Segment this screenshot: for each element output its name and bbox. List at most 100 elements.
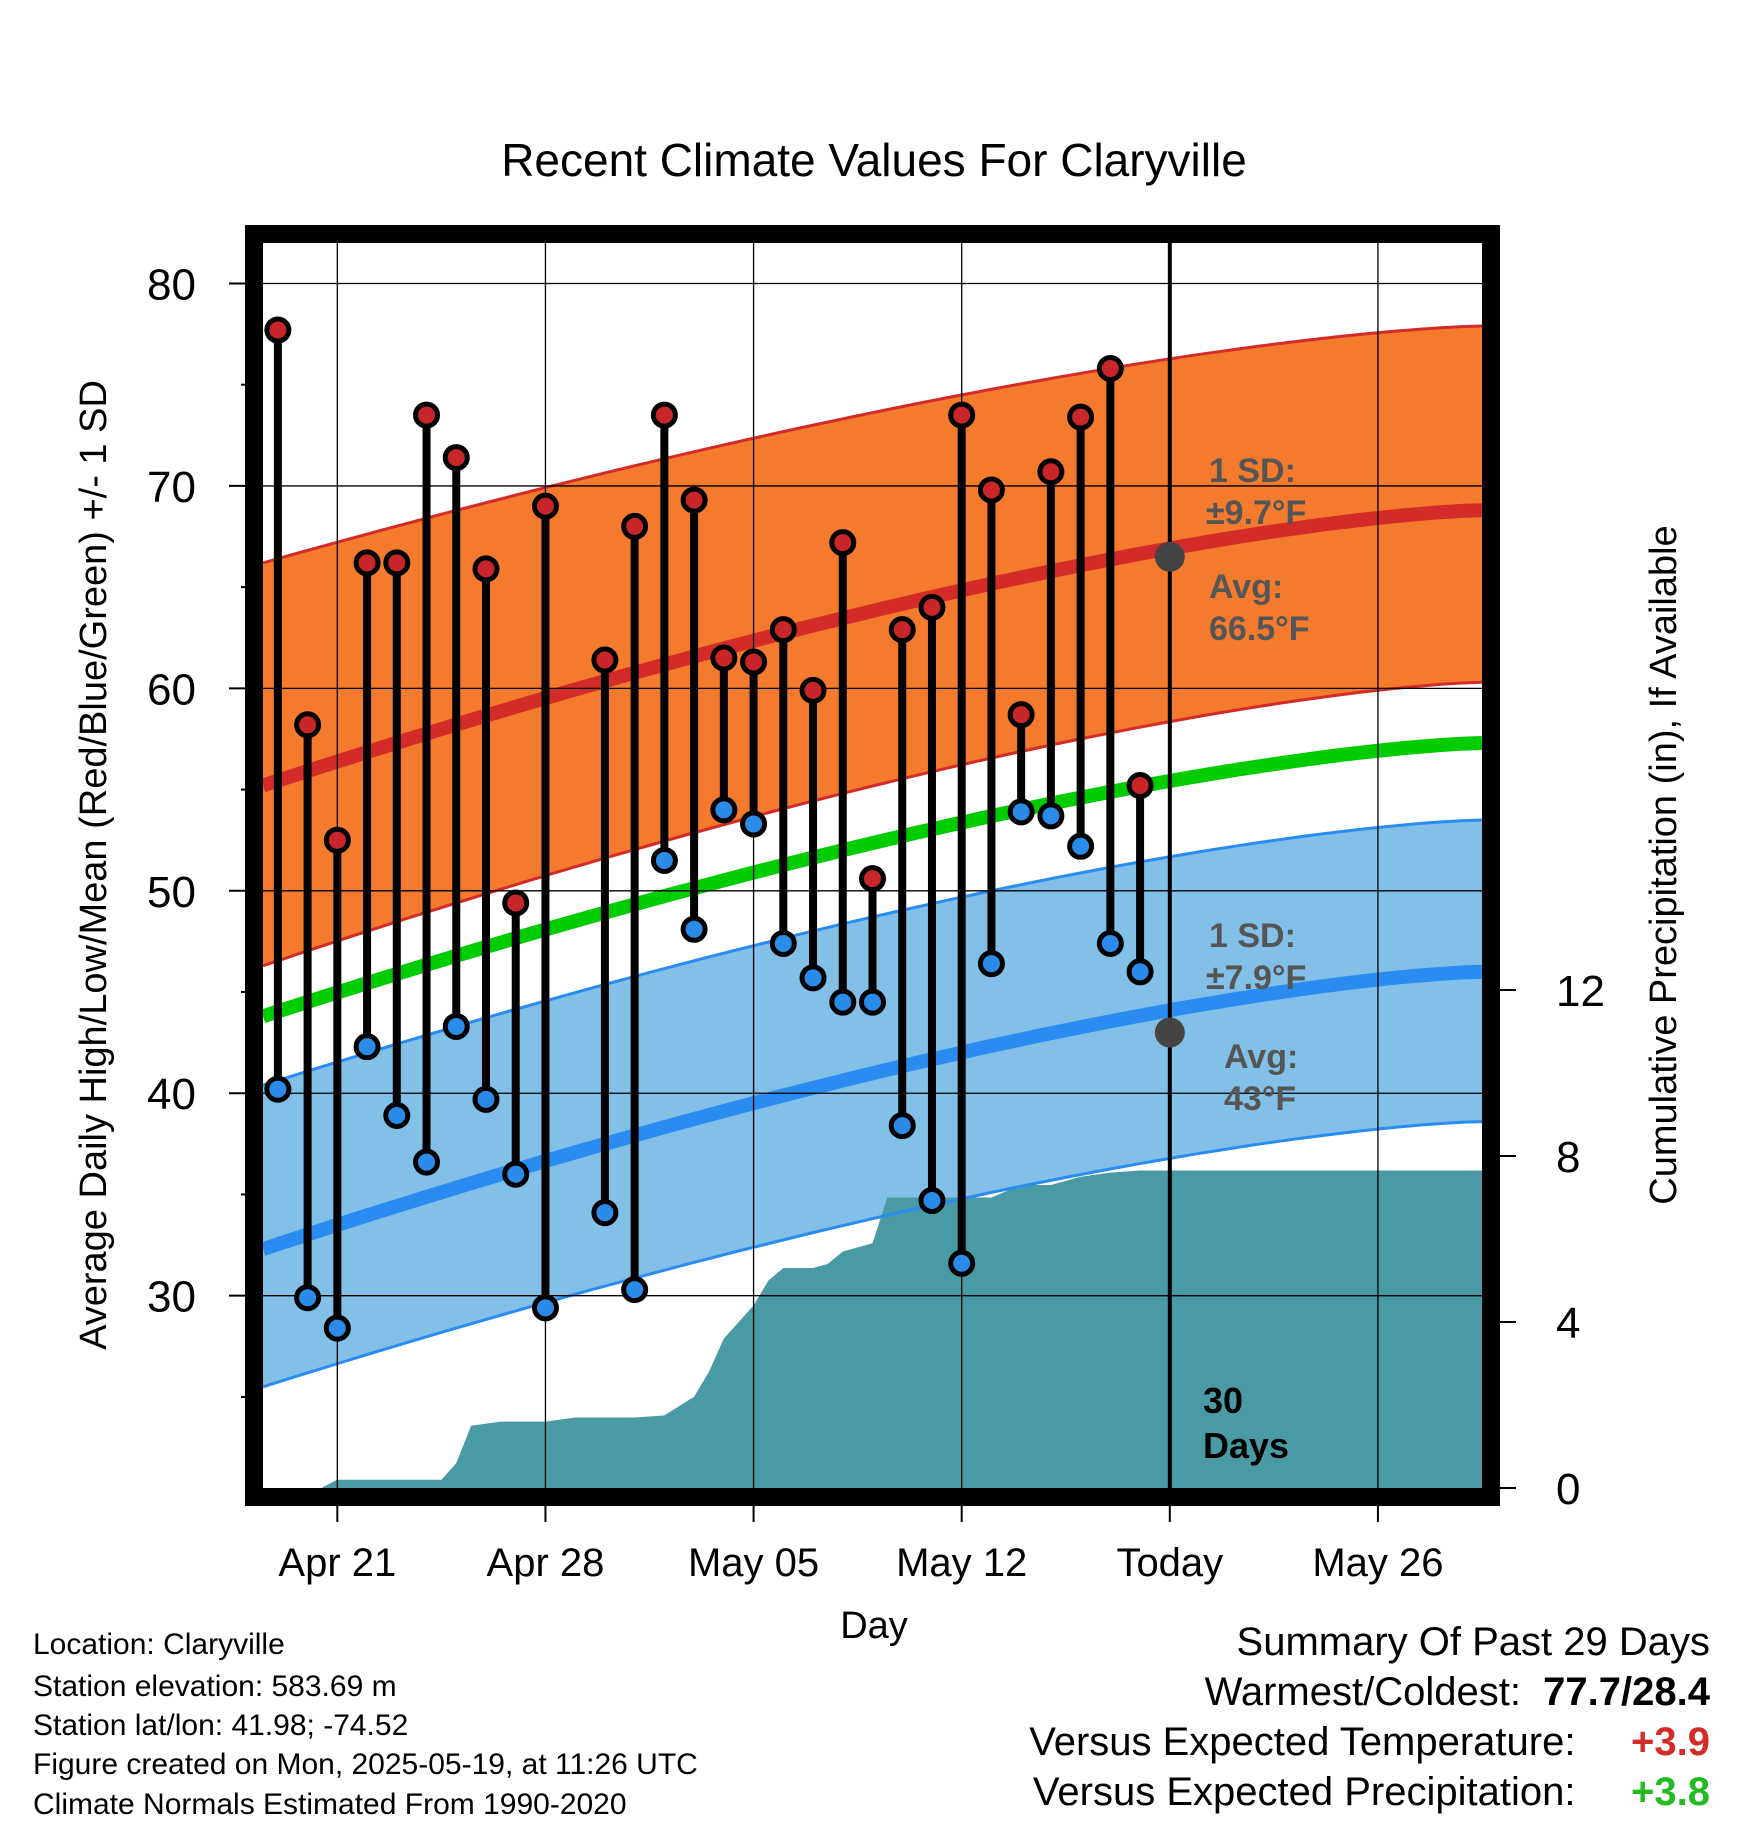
daily-low-point [650,846,678,874]
daily-low-point [502,1160,530,1188]
summary-temp-value: +3.9 [1631,1720,1710,1764]
y2-tick-label: 4 [1556,1299,1580,1348]
daily-high-point [502,889,530,917]
daily-high-point [710,644,738,672]
normal-low-sd-band [263,820,1482,1387]
daily-high-point [1037,458,1065,486]
daily-low-point [769,929,797,957]
avg-high-label-line2: 66.5°F [1209,610,1310,648]
summary-title: Summary Of Past 29 Days [1236,1620,1710,1664]
daily-low-point [1096,929,1124,957]
daily-low-point [353,1033,381,1061]
daily-low-point [383,1102,411,1130]
sd-low-label-line1: 1 SD: [1209,917,1296,955]
avg-low-label-line2: 43°F [1224,1080,1296,1118]
daily-high-point [888,616,916,644]
today-days-label-line2: Days [1203,1425,1289,1466]
summary-warm-cold-value: 77.7/28.4 [1543,1670,1710,1714]
daily-low-point [621,1276,649,1304]
daily-low-point [323,1314,351,1342]
daily-high-point [323,826,351,854]
daily-low-point [442,1012,470,1040]
y-tick-label: 60 [147,665,196,714]
y2-tick-label: 12 [1556,967,1605,1016]
y2-tick-label: 8 [1556,1133,1580,1182]
daily-low-point [591,1199,619,1227]
today-days-label-line1: 30 [1203,1380,1243,1421]
normal-low-lower-line [263,1120,1482,1389]
avg-low-marker [1154,1017,1185,1048]
daily-high-point [650,401,678,429]
daily-low-point [918,1187,946,1215]
daily-high-point [353,549,381,577]
footer-normals: Climate Normals Estimated From 1990-2020 [33,1788,627,1821]
daily-low-point [1037,802,1065,830]
y-tick-label: 40 [147,1070,196,1119]
normal-mean-line [263,736,1482,1023]
normal-high-line [263,503,1482,793]
avg-high-label-line1: Avg: [1209,568,1283,606]
daily-low-point [680,915,708,943]
y2-tick-label: 0 [1556,1465,1580,1514]
daily-low-point [531,1294,559,1322]
daily-high-point [442,444,470,472]
y-tick-label: 80 [147,260,196,309]
daily-low-point [1067,832,1095,860]
daily-high-point [1067,403,1095,431]
plot-frame [245,225,1500,1506]
daily-low-point [829,988,857,1016]
footer-location: Location: Claryville [33,1628,285,1661]
x-tick-label: Apr 28 [487,1541,605,1585]
daily-low-point [977,950,1005,978]
footer-created: Figure created on Mon, 2025-05-19, at 11… [33,1748,698,1781]
sd-high-label-line1: 1 SD: [1209,452,1296,490]
daily-low-point [1007,798,1035,826]
daily-high-point [531,492,559,520]
daily-high-point [799,676,827,704]
x-tick-label: May 12 [896,1541,1027,1585]
daily-low-point [888,1112,916,1140]
daily-low-point [740,810,768,838]
daily-high-point [1007,701,1035,729]
daily-high-point [621,512,649,540]
y-tick-label: 50 [147,868,196,917]
daily-high-point [859,865,886,893]
daily-high-point [1096,355,1124,383]
x-tick-label: Apr 21 [278,1541,396,1585]
chart-title: Recent Climate Values For Claryville [501,134,1247,186]
daily-high-point [472,555,500,583]
summary-warm-cold-label: Warmest/Coldest: [1204,1670,1521,1714]
normal-high-lower-line [263,680,1482,968]
daily-high-point [680,486,708,514]
normal-high-upper-line [263,324,1482,565]
daily-low-point [799,964,827,992]
summary-warm-cold: Warmest/Coldest: 77.7/28.4 [1205,1670,1710,1715]
data-marks: 1 SD: ±9.7°F Avg: 66.5°F 1 SD: ±7.9°F Avg: 43°F… [264,316,1310,1466]
daily-high-point [977,476,1005,504]
sd-high-label-line2: ±9.7°F [1206,494,1306,532]
summary-temp-label: Versus Expected Temperature: [1029,1720,1576,1764]
daily-low-point [948,1249,976,1277]
summary-precip-value: +3.8 [1631,1770,1710,1814]
daily-low-point [1126,958,1154,986]
daily-high-point [769,616,797,644]
y-axis-label: Average Daily High/Low/Mean (Red/Blue/Gr… [73,380,115,1350]
daily-high-point [740,648,768,676]
sd-low-label-line2: ±7.9°F [1206,959,1306,997]
daily-high-point [918,593,946,621]
summary-precip: Versus Expected Precipitation: +3.8 [1033,1770,1710,1815]
precip-cumulative-area [322,1170,1482,1488]
summary-precip-label: Versus Expected Precipitation: [1032,1770,1576,1814]
normal-low-line [263,964,1482,1256]
y-tick-label: 30 [147,1273,196,1322]
avg-low-label-line1: Avg: [1224,1038,1298,1076]
daily-low-point [710,796,738,824]
daily-low-point [413,1148,441,1176]
x-axis-label: Day [840,1605,908,1647]
plot-area [263,243,1482,1488]
axes: 30 40 50 60 70 80 0 4 8 12 Apr 21 Apr 28 May 05 May 1… [147,225,1605,1585]
x-tick-label: Today [1116,1541,1223,1585]
daily-low-point [859,988,886,1016]
summary-temp: Versus Expected Temperature: +3.9 [1029,1720,1710,1765]
